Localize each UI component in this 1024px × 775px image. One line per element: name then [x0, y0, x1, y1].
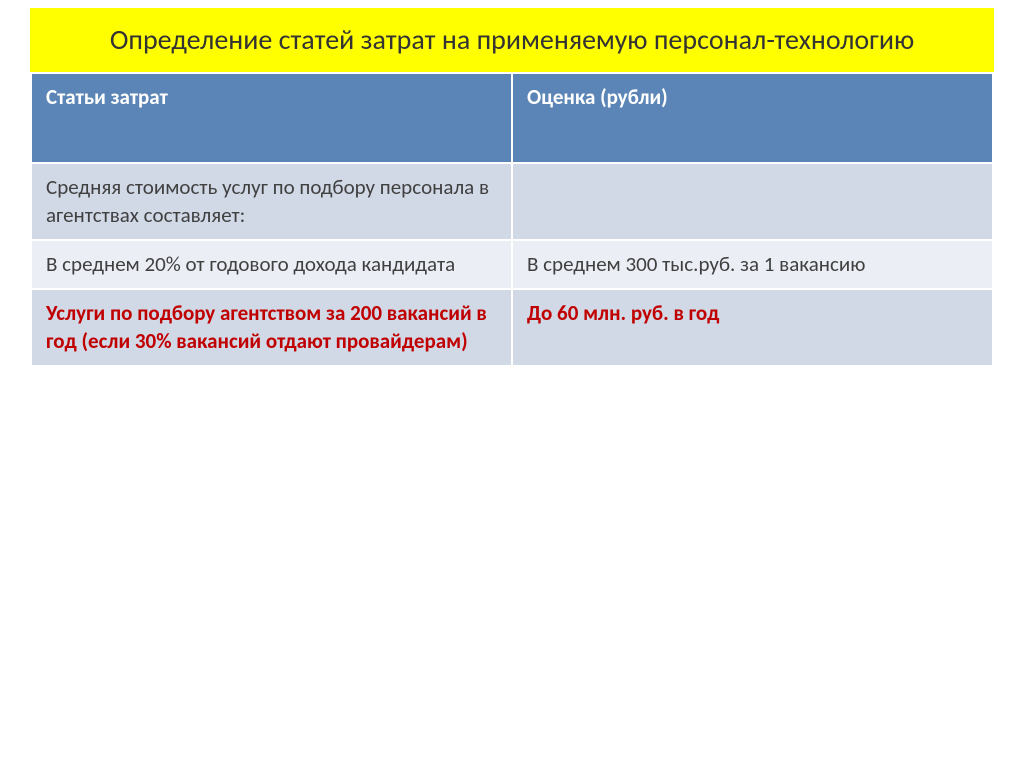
table-body: Средняя стоимость услуг по подбору персо…	[31, 163, 993, 365]
table-cell: Услуги по подбору агентством за 200 вака…	[31, 289, 512, 366]
table-row: Средняя стоимость услуг по подбору персо…	[31, 163, 993, 240]
cost-table: Статьи затрат Оценка (рубли) Средняя сто…	[30, 72, 994, 366]
table-cell: Средняя стоимость услуг по подбору персо…	[31, 163, 512, 240]
table-row: В среднем 20% от годового дохода кандида…	[31, 240, 993, 289]
table-cell	[512, 163, 993, 240]
slide-title: Определение статей затрат на применяемую…	[30, 8, 994, 72]
table-cell: До 60 млн. руб. в год	[512, 289, 993, 366]
table-header-cell: Оценка (рубли)	[512, 73, 993, 163]
table-cell: В среднем 300 тыс.руб. за 1 вакансию	[512, 240, 993, 289]
table-header-cell: Статьи затрат	[31, 73, 512, 163]
table-row: Услуги по подбору агентством за 200 вака…	[31, 289, 993, 366]
table-cell: В среднем 20% от годового дохода кандида…	[31, 240, 512, 289]
table-header-row: Статьи затрат Оценка (рубли)	[31, 73, 993, 163]
